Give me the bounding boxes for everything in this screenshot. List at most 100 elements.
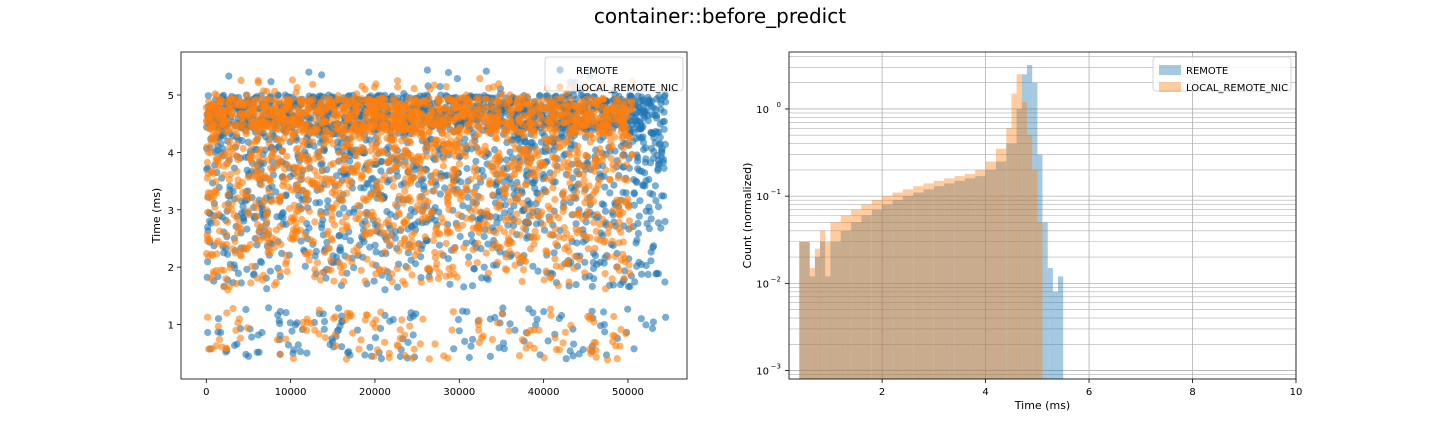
scatter-point bbox=[591, 155, 600, 163]
hist-y-tick-exponent: −1 bbox=[771, 188, 781, 196]
scatter-point bbox=[648, 144, 656, 152]
scatter-point bbox=[551, 255, 559, 263]
scatter-point bbox=[365, 166, 373, 174]
hist-bar bbox=[975, 176, 986, 379]
scatter-point bbox=[387, 231, 395, 240]
scatter-point bbox=[239, 202, 247, 210]
scatter-point bbox=[528, 212, 536, 220]
scatter-point bbox=[345, 348, 353, 356]
scatter-point bbox=[214, 328, 222, 336]
scatter-point bbox=[448, 172, 456, 180]
scatter-point bbox=[265, 188, 273, 196]
scatter-point bbox=[341, 153, 349, 161]
scatter-point bbox=[374, 187, 382, 195]
scatter-point bbox=[609, 206, 617, 214]
scatter-point bbox=[612, 342, 620, 350]
scatter-point bbox=[398, 316, 406, 324]
scatter-point bbox=[453, 273, 461, 281]
scatter-point bbox=[651, 182, 660, 190]
scatter-point bbox=[524, 162, 533, 170]
scatter-point bbox=[463, 99, 471, 107]
scatter-point bbox=[511, 326, 519, 334]
scatter-point bbox=[556, 143, 564, 151]
hist-bar bbox=[1006, 143, 1017, 379]
scatter-point bbox=[485, 226, 493, 234]
scatter-point bbox=[643, 220, 651, 228]
scatter-point bbox=[467, 342, 475, 350]
scatter-point bbox=[547, 311, 555, 319]
scatter-point bbox=[203, 143, 211, 151]
legend-frame bbox=[1152, 56, 1292, 92]
scatter-point bbox=[488, 335, 496, 343]
scatter-point bbox=[628, 105, 636, 113]
scatter-point bbox=[224, 286, 232, 294]
scatter-point bbox=[459, 202, 467, 210]
scatter-point bbox=[376, 193, 384, 201]
hist-x-tick-label: 6 bbox=[1086, 387, 1092, 398]
scatter-point bbox=[654, 161, 663, 169]
scatter-point bbox=[596, 220, 604, 229]
hist-bar bbox=[814, 248, 821, 379]
scatter-point bbox=[373, 217, 382, 225]
scatter-point bbox=[317, 185, 325, 194]
scatter-point bbox=[389, 175, 397, 183]
scatter-point bbox=[461, 337, 469, 345]
scatter-point bbox=[494, 158, 502, 166]
scatter-point bbox=[398, 137, 406, 145]
scatter-point bbox=[564, 171, 573, 180]
scatter-point bbox=[248, 333, 256, 341]
scatter-point bbox=[399, 194, 407, 202]
scatter-point bbox=[523, 218, 531, 226]
scatter-point bbox=[318, 211, 326, 219]
scatter-point bbox=[543, 188, 551, 196]
scatter-point bbox=[563, 260, 571, 268]
scatter-point bbox=[236, 334, 244, 342]
scatter-point bbox=[495, 80, 503, 88]
scatter-point bbox=[496, 244, 505, 252]
scatter-point bbox=[442, 83, 450, 91]
scatter-point bbox=[540, 226, 549, 234]
scatter-point bbox=[530, 344, 538, 352]
scatter-point bbox=[453, 190, 461, 198]
scatter-point bbox=[202, 249, 211, 258]
scatter-point bbox=[214, 237, 222, 245]
hist-bar bbox=[840, 215, 851, 379]
scatter-x-tick-label: 0 bbox=[203, 387, 209, 398]
scatter-point bbox=[301, 232, 309, 240]
scatter-point bbox=[263, 87, 271, 95]
scatter-point bbox=[455, 327, 463, 335]
scatter-point bbox=[458, 221, 467, 229]
scatter-point bbox=[204, 234, 212, 242]
scatter-point bbox=[465, 353, 473, 362]
scatter-point bbox=[408, 232, 416, 240]
scatter-point bbox=[456, 232, 464, 241]
scatter-point bbox=[357, 184, 365, 192]
scatter-point bbox=[569, 211, 578, 219]
scatter-point bbox=[514, 100, 522, 109]
scatter-point bbox=[389, 182, 398, 190]
scatter-point bbox=[234, 156, 242, 164]
scatter-point bbox=[381, 248, 389, 256]
scatter-point bbox=[513, 210, 521, 218]
scatter-point bbox=[614, 174, 623, 182]
scatter-point bbox=[470, 265, 478, 273]
scatter-point bbox=[226, 182, 234, 190]
scatter-point bbox=[610, 312, 618, 321]
scatter-point bbox=[267, 78, 275, 86]
scatter-point bbox=[592, 185, 600, 193]
scatter-point bbox=[555, 346, 564, 354]
scatter-point bbox=[244, 211, 252, 219]
scatter-point bbox=[491, 239, 499, 247]
hist-bar bbox=[809, 268, 815, 379]
scatter-point bbox=[378, 176, 387, 184]
scatter-point bbox=[421, 100, 429, 109]
scatter-point bbox=[547, 273, 555, 281]
scatter-point bbox=[288, 230, 296, 238]
scatter-point bbox=[413, 106, 421, 114]
scatter-point bbox=[212, 137, 221, 145]
scatter-point bbox=[593, 235, 602, 243]
scatter-point bbox=[402, 101, 410, 109]
scatter-point bbox=[332, 342, 340, 350]
hist-bar bbox=[804, 241, 810, 379]
scatter-point bbox=[266, 177, 274, 185]
